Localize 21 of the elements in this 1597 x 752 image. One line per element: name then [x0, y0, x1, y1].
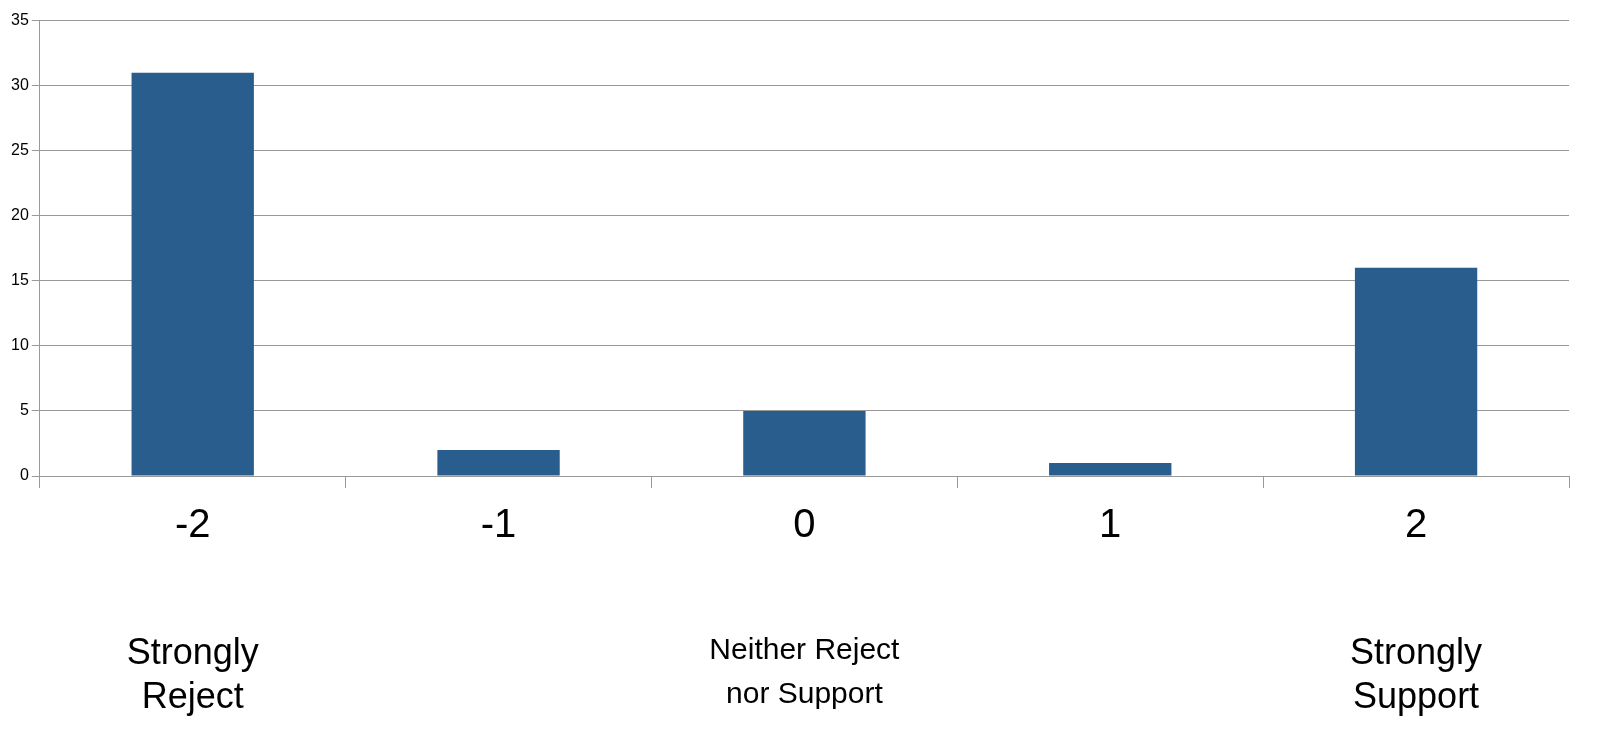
bar [1354, 267, 1478, 476]
x-tick-label: -2 [174, 501, 211, 546]
bar [131, 72, 254, 476]
y-tick-label: 10 [11, 336, 29, 354]
y-tick-label: 35 [11, 11, 29, 29]
text: Strongly Support [1350, 630, 1483, 716]
y-tick-label: 5 [19, 401, 29, 419]
x-tick-label: 0 [793, 501, 816, 546]
text: Neither Reject nor Support [709, 632, 901, 710]
y-tick-label: 25 [11, 141, 29, 159]
bar [743, 410, 866, 476]
x-tick-label: -1 [480, 501, 517, 546]
y-tick-label: 20 [11, 206, 29, 224]
y-tick-label: 15 [11, 271, 29, 289]
y-tick-label: 30 [11, 76, 29, 94]
x-tick-label: 2 [1404, 501, 1428, 546]
bar [1049, 462, 1172, 476]
y-tick-label: 0 [19, 466, 29, 484]
x-tick-label: 1 [1099, 501, 1122, 546]
bar [437, 449, 560, 476]
text: Strongly Reject [126, 630, 259, 716]
